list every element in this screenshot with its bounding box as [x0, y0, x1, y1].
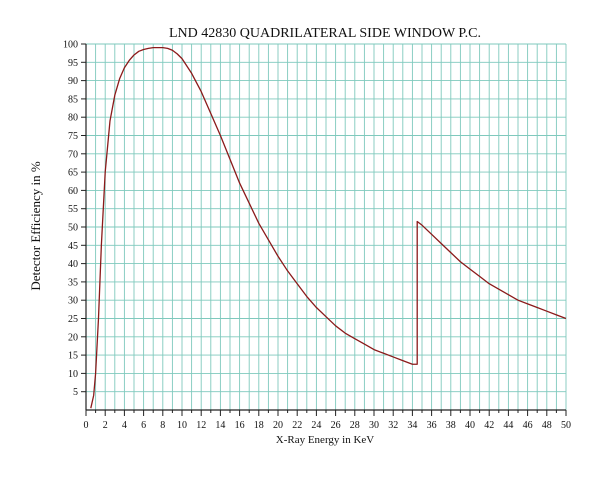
y-tick-label: 85 — [68, 94, 78, 105]
efficiency-curve — [90, 47, 567, 409]
x-tick-labels: 0 2 4 6 8 10 12 14 16 18 20 22 24 26 28 30 32 34 36 38 40 42 4… — [84, 420, 572, 431]
x-tick-label: 38 — [446, 420, 456, 431]
y-tick-label: 30 — [68, 296, 78, 307]
x-tick-label: 16 — [235, 420, 245, 431]
y-tick-label: 75 — [68, 131, 78, 142]
y-tick-label: 70 — [68, 149, 78, 160]
x-tick-label: 46 — [523, 420, 533, 431]
chart-title: LND 42830 QUADRILATERAL SIDE WINDOW P.C. — [169, 26, 481, 41]
x-tick-label: 26 — [331, 420, 341, 431]
y-tick-label: 15 — [68, 351, 78, 362]
x-tick-label: 12 — [196, 420, 206, 431]
y-tick-label: 20 — [68, 332, 78, 343]
x-tick-label: 10 — [177, 420, 187, 431]
axes — [81, 43, 567, 416]
x-tick-label: 34 — [407, 420, 417, 431]
y-tick-label: 25 — [68, 314, 78, 325]
x-tick-label: 18 — [254, 420, 264, 431]
x-tick-label: 28 — [350, 420, 360, 431]
y-tick-label: 90 — [68, 76, 78, 87]
x-tick-label: 50 — [561, 420, 571, 431]
y-tick-label: 35 — [68, 277, 78, 288]
y-tick-label: 60 — [68, 186, 78, 197]
y-tick-label: 65 — [68, 168, 78, 179]
x-axis-label: X-Ray Energy in KeV — [276, 434, 375, 446]
y-tick-label: 50 — [68, 223, 78, 234]
x-tick-label: 20 — [273, 420, 283, 431]
x-tick-label: 2 — [103, 420, 108, 431]
y-tick-label: 55 — [68, 204, 78, 215]
series — [90, 47, 567, 409]
y-axis-label: Detector Efficiency in % — [28, 161, 43, 291]
x-tick-label: 22 — [292, 420, 302, 431]
y-tick-label: 5 — [73, 387, 78, 398]
y-tick-label: 45 — [68, 241, 78, 252]
x-tick-label: 32 — [388, 420, 398, 431]
x-tick-label: 0 — [84, 420, 89, 431]
y-tick-label: 100 — [63, 40, 78, 51]
y-tick-label: 40 — [68, 259, 78, 270]
x-tick-label: 42 — [484, 420, 494, 431]
x-tick-label: 44 — [503, 420, 513, 431]
x-tick-label: 6 — [141, 420, 146, 431]
y-tick-label: 80 — [68, 113, 78, 124]
x-tick-label: 14 — [215, 420, 225, 431]
grid — [86, 43, 567, 410]
y-tick-label: 10 — [68, 369, 78, 380]
x-tick-label: 4 — [122, 420, 127, 431]
y-tick-label: 95 — [68, 58, 78, 69]
x-tick-label: 8 — [160, 420, 165, 431]
x-tick-label: 24 — [311, 420, 321, 431]
x-tick-label: 40 — [465, 420, 475, 431]
x-tick-label: 48 — [542, 420, 552, 431]
x-tick-label: 30 — [369, 420, 379, 431]
x-tick-label: 36 — [427, 420, 437, 431]
y-tick-labels: 5 10 15 20 25 30 35 40 45 50 55 60 65 70 75 80 85 90 95 100 — [63, 40, 78, 399]
